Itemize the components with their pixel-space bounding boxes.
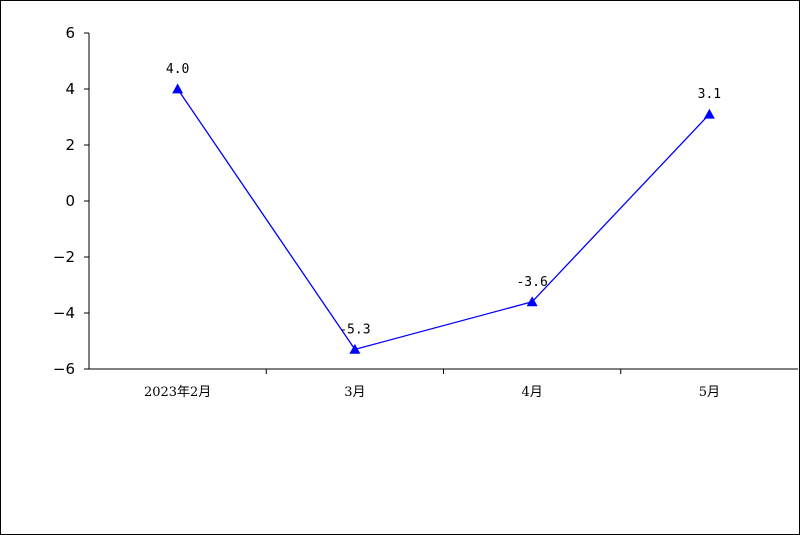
x-tick-label: 5月 <box>699 385 720 400</box>
data-labels: 4.0 -5.3 -3.6 3.1 <box>166 62 721 337</box>
data-label: -3.6 <box>516 275 547 290</box>
data-point-marker <box>703 108 715 119</box>
data-label: -5.3 <box>339 322 370 337</box>
y-tick-label: 0 <box>65 192 75 210</box>
series-group <box>172 83 715 354</box>
x-tick-labels: 2023年2月 3月 4月 5月 <box>144 385 720 400</box>
data-point-marker <box>526 296 538 307</box>
x-tick-label: 4月 <box>521 385 542 400</box>
y-tick-label: −6 <box>53 360 75 378</box>
y-tick-labels: 6 4 2 0 −2 −4 −6 <box>53 24 75 378</box>
data-point-marker <box>349 343 361 354</box>
data-label: 3.1 <box>698 87 721 102</box>
y-tick-label: −4 <box>53 304 75 322</box>
y-tick-label: 2 <box>65 136 75 154</box>
axes <box>84 32 798 374</box>
y-tick-label: 4 <box>65 80 75 98</box>
data-label: 4.0 <box>166 62 189 77</box>
x-tick-label: 2023年2月 <box>144 385 211 400</box>
y-tick-label: 6 <box>65 24 75 42</box>
data-point-marker <box>172 83 184 94</box>
x-tick-label: 3月 <box>344 385 365 400</box>
series-line <box>177 88 710 351</box>
y-tick-label: −2 <box>53 248 75 266</box>
